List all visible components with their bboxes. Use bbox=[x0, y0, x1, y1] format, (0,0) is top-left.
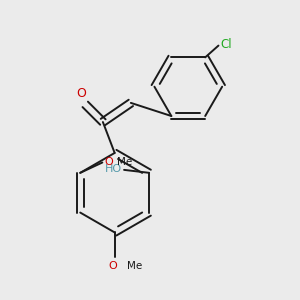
Text: Me: Me bbox=[127, 261, 142, 271]
Text: Me: Me bbox=[117, 157, 132, 166]
Text: Cl: Cl bbox=[220, 38, 232, 51]
Text: O: O bbox=[76, 87, 86, 100]
Text: HO: HO bbox=[105, 164, 122, 174]
Text: O: O bbox=[109, 261, 118, 271]
Text: O: O bbox=[104, 157, 113, 166]
